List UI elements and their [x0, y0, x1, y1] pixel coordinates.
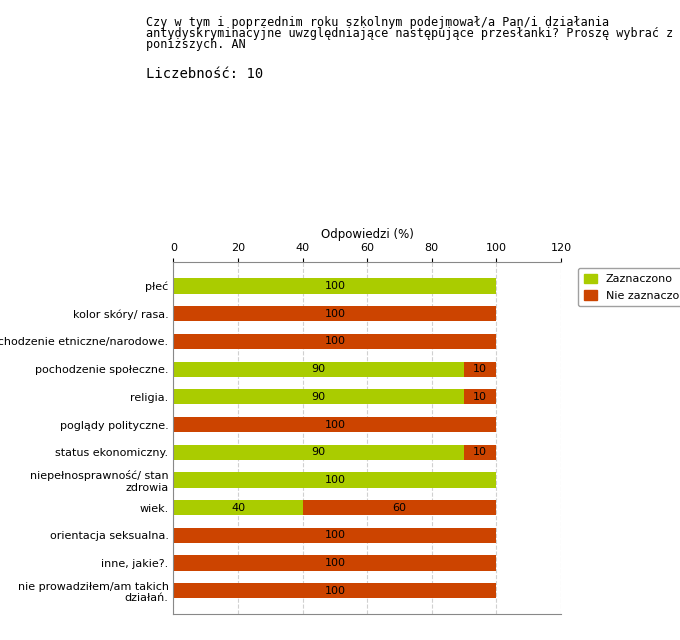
Text: 100: 100 — [324, 558, 345, 568]
Text: Czy w tym i poprzednim roku szkolnym podejmował/a Pan/i działania: Czy w tym i poprzednim roku szkolnym pod… — [146, 16, 609, 29]
Text: 100: 100 — [324, 475, 345, 485]
Bar — [173, 528, 496, 543]
Bar — [173, 556, 496, 571]
Text: 100: 100 — [324, 586, 345, 596]
Bar — [173, 334, 496, 349]
Text: 100: 100 — [324, 308, 345, 319]
Text: Liczebność: 10: Liczebność: 10 — [146, 67, 263, 81]
Bar — [464, 445, 496, 460]
Bar — [464, 362, 496, 377]
Bar — [173, 472, 496, 488]
Text: 100: 100 — [324, 420, 345, 429]
Bar — [173, 278, 496, 294]
X-axis label: Odpowiedzi (%): Odpowiedzi (%) — [321, 228, 413, 241]
Text: 90: 90 — [311, 447, 326, 457]
Bar — [173, 389, 464, 404]
Text: 100: 100 — [324, 337, 345, 346]
Bar — [173, 583, 496, 598]
Text: 60: 60 — [392, 502, 407, 513]
Bar — [173, 500, 303, 515]
Text: poniższych. AN: poniższych. AN — [146, 38, 246, 51]
Legend: Zaznaczono, Nie zaznaczono: Zaznaczono, Nie zaznaczono — [578, 268, 680, 306]
Text: 100: 100 — [324, 531, 345, 540]
Bar — [173, 417, 496, 432]
Text: 10: 10 — [473, 364, 488, 374]
Text: 10: 10 — [473, 392, 488, 402]
Bar — [303, 500, 496, 515]
Bar — [173, 362, 464, 377]
Text: 90: 90 — [311, 392, 326, 402]
Text: 10: 10 — [473, 447, 488, 457]
Bar — [173, 306, 496, 321]
Text: antydyskryminacyjne uwzględniające następujące przesłanki? Proszę wybrać z: antydyskryminacyjne uwzględniające nastę… — [146, 27, 673, 40]
Text: 40: 40 — [231, 502, 245, 513]
Bar — [173, 445, 464, 460]
Text: 90: 90 — [311, 364, 326, 374]
Bar — [464, 389, 496, 404]
Text: 100: 100 — [324, 281, 345, 291]
